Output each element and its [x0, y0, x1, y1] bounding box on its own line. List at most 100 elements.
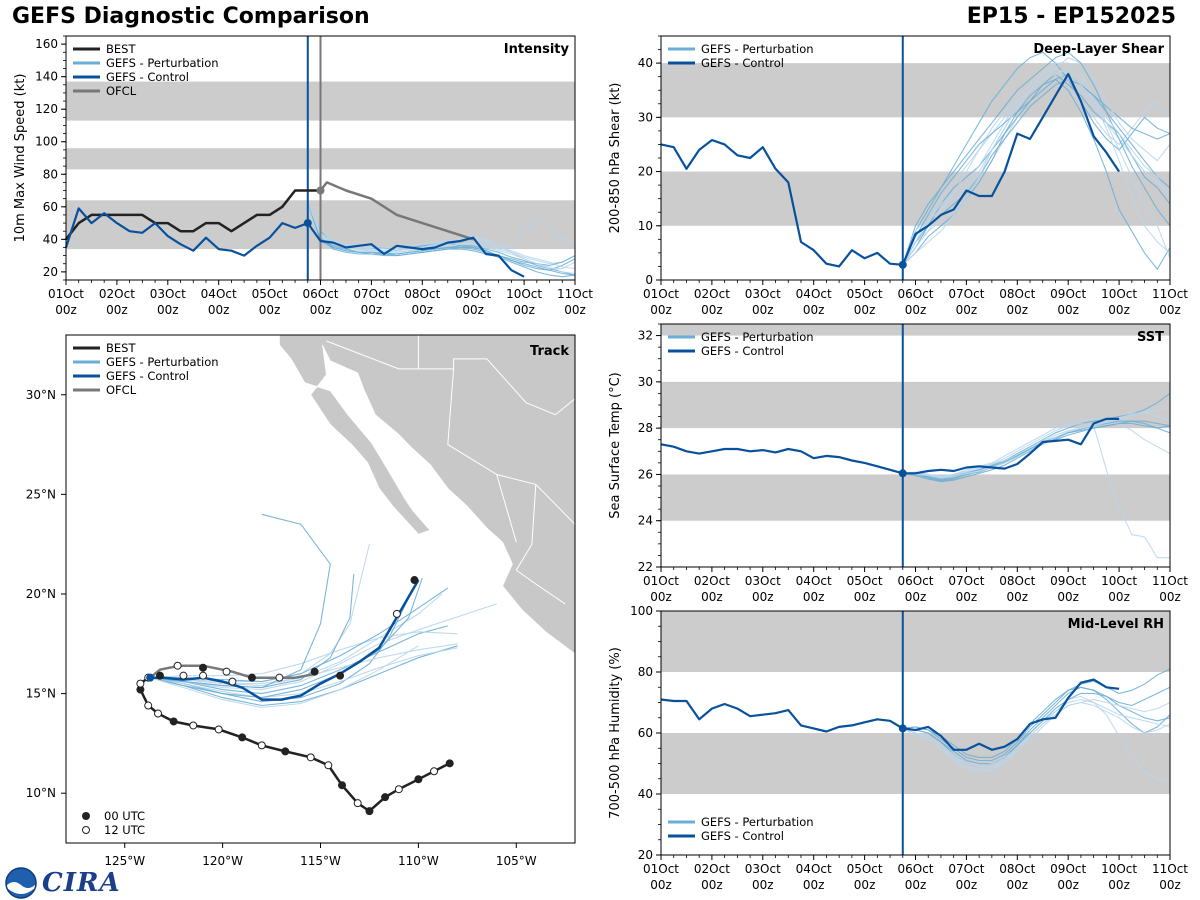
y-axis-label: 10m Max Wind Speed (kt) [13, 74, 28, 243]
perturbation-track [150, 574, 355, 689]
perturbation-track [150, 544, 370, 683]
best-track-point [189, 721, 198, 730]
x-tick-hour: 00z [752, 590, 774, 604]
best-track-point [154, 709, 163, 718]
perturbation-line [902, 78, 1171, 266]
x-tick-date: 07Oct [948, 287, 984, 301]
x-tick-date: 01Oct [643, 574, 679, 588]
x-tick-date: 03Oct [745, 287, 781, 301]
x-tick-hour: 00z [701, 878, 723, 892]
y-tick-label: 40 [638, 56, 653, 70]
x-tick-hour: 00z [752, 878, 774, 892]
x-tick-hour: 00z [1057, 590, 1079, 604]
x-tick-date: 11Oct [1152, 287, 1188, 301]
x-tick-hour: 00z [564, 303, 586, 317]
ofcl-init-point [316, 186, 325, 195]
x-tick-date: 07Oct [948, 574, 984, 588]
perturbation-line [902, 73, 1171, 266]
x-tick-date: 10Oct [1101, 287, 1137, 301]
series-line-best [65, 189, 321, 241]
legend-label: OFCL [106, 84, 137, 98]
best-track-point [338, 781, 347, 790]
legend-label: GEFS - Control [701, 829, 784, 843]
x-tick-hour: 00z [1108, 878, 1130, 892]
y-tick-label: 120 [35, 102, 58, 116]
x-tick-date: 04Oct [201, 287, 237, 301]
x-tick-date: 10Oct [506, 287, 542, 301]
y-axis-label: 200-850 hPa Shear (kt) [608, 83, 623, 234]
perturbation-line [902, 701, 1171, 768]
x-tick-hour: 00z [412, 303, 434, 317]
best-track-point [136, 679, 145, 688]
x-tick-hour: 00z [650, 590, 672, 604]
x-tick-hour: 00z [650, 303, 672, 317]
y-tick-label: 80 [638, 665, 653, 679]
x-tick-date: 07Oct [948, 862, 984, 876]
control-init-point [898, 260, 907, 269]
perturbation-track [150, 631, 458, 679]
cira-logo: CIRA [4, 866, 121, 900]
legend-label: OFCL [106, 383, 137, 397]
x-tick-hour: 00z [854, 590, 876, 604]
legend-label: GEFS - Perturbation [106, 56, 219, 70]
x-tick-date: 05Oct [252, 287, 288, 301]
perturbation-line [902, 422, 1170, 559]
panel-title: Deep-Layer Shear [1033, 42, 1164, 57]
control-init-point [898, 724, 907, 733]
y-tick-label: 20 [638, 848, 653, 862]
perturbation-track [150, 513, 331, 689]
x-tick-hour: 00z [1108, 303, 1130, 317]
shaded-band [661, 63, 1170, 118]
y-tick-label: 160 [35, 37, 58, 51]
forecast-track-point [410, 576, 419, 585]
x-tick-date: 06Oct [897, 287, 933, 301]
best-track-point [394, 785, 403, 794]
x-tick-date: 07Oct [353, 287, 389, 301]
perturbation-line [307, 201, 576, 266]
legend-label: GEFS - Control [106, 369, 189, 383]
x-tick-hour: 00z [55, 303, 77, 317]
best-track-point [445, 759, 454, 768]
lat-tick-label: 30°N [26, 388, 56, 402]
control-init-point [146, 673, 155, 682]
forecast-track-point [247, 673, 256, 682]
legend-label: GEFS - Perturbation [701, 42, 814, 56]
forecast-track-point [222, 667, 231, 676]
x-tick-date: 05Oct [847, 862, 883, 876]
y-tick-label: 30 [638, 375, 653, 389]
lat-tick-label: 15°N [26, 687, 56, 701]
x-tick-hour: 00z [905, 303, 927, 317]
lon-tick-label: 115°W [300, 854, 341, 868]
x-tick-date: 06Oct [302, 287, 338, 301]
forecast-track-point [275, 673, 284, 682]
shaded-band [661, 611, 1170, 672]
x-tick-hour: 00z [1159, 878, 1181, 892]
x-tick-hour: 00z [1108, 590, 1130, 604]
legend-label: GEFS - Control [701, 344, 784, 358]
forecast-track-point [199, 663, 208, 672]
perturbation-line [902, 420, 1171, 482]
x-tick-date: 08Oct [404, 287, 440, 301]
forecast-track-point [173, 661, 182, 670]
x-tick-hour: 00z [956, 303, 978, 317]
perturbation-line [307, 201, 576, 249]
x-tick-hour: 00z [310, 303, 332, 317]
control-init-point [303, 219, 312, 228]
x-tick-hour: 00z [208, 303, 230, 317]
x-tick-hour: 00z [157, 303, 179, 317]
x-tick-date: 05Oct [847, 574, 883, 588]
x-tick-date: 01Oct [643, 287, 679, 301]
y-tick-label: 140 [35, 70, 58, 84]
lat-tick-label: 20°N [26, 587, 56, 601]
x-tick-date: 08Oct [999, 862, 1035, 876]
x-tick-hour: 00z [1057, 878, 1079, 892]
x-tick-date: 10Oct [1101, 862, 1137, 876]
perturbation-line [902, 422, 1171, 481]
forecast-track-point [336, 671, 345, 680]
legend-label: GEFS - Perturbation [701, 815, 814, 829]
best-track-point [257, 741, 266, 750]
legend-label: BEST [106, 341, 136, 355]
x-tick-hour: 00z [259, 303, 281, 317]
perturbation-line [902, 62, 1171, 265]
forecast-track-point [179, 671, 188, 680]
